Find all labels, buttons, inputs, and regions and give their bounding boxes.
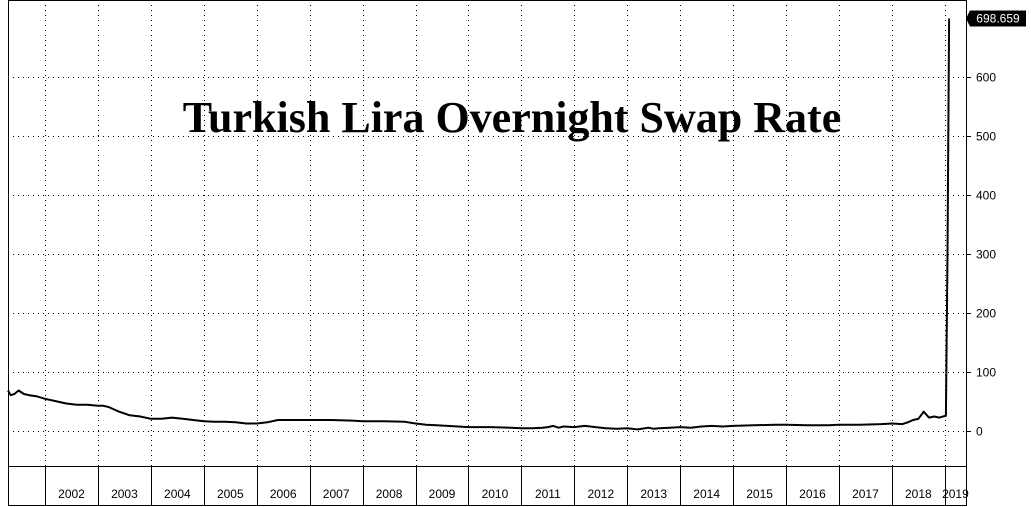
y-tick-label: 200 <box>976 307 996 321</box>
x-tick-label: 2013 <box>640 487 667 501</box>
x-axis: 2002 2003 2004 2005 2006 2007 2008 2009 2010 2011… <box>45 466 969 506</box>
y-tick-label: 500 <box>976 130 996 144</box>
x-tick-label: 2008 <box>376 487 403 501</box>
grid-layer <box>8 0 966 466</box>
x-tick-label: 2003 <box>111 487 138 501</box>
x-tick-label: 2006 <box>270 487 297 501</box>
x-tick-label: 2005 <box>217 487 244 501</box>
x-tick-label: 2018 <box>905 487 932 501</box>
y-tick-label: 0 <box>976 425 983 439</box>
x-tick-label: 2019 <box>942 487 969 501</box>
x-tick-label: 2002 <box>58 487 85 501</box>
x-tick-label: 2009 <box>429 487 456 501</box>
x-tick-label: 2015 <box>746 487 773 501</box>
y-axis: 0 100 200 300 400 500 600 <box>966 71 996 439</box>
x-tick-label: 2014 <box>693 487 720 501</box>
x-tick-label: 2004 <box>164 487 191 501</box>
y-tick-label: 600 <box>976 71 996 85</box>
last-value-label: 698.659 <box>976 11 1020 25</box>
x-tick-label: 2010 <box>482 487 509 501</box>
y-tick-label: 100 <box>976 366 996 380</box>
x-tick-label: 2017 <box>852 487 879 501</box>
chart-title: Turkish Lira Overnight Swap Rate <box>183 93 841 142</box>
y-tick-label: 300 <box>976 248 996 262</box>
series-line <box>7 18 951 431</box>
last-value-badge: 698.659 <box>966 10 1026 27</box>
x-tick-label: 2011 <box>535 487 561 501</box>
x-tick-label: 2007 <box>323 487 350 501</box>
x-tick-label: 2016 <box>799 487 826 501</box>
plot-frame <box>8 0 967 467</box>
x-tick-label: 2012 <box>587 487 614 501</box>
y-tick-label: 400 <box>976 189 996 203</box>
